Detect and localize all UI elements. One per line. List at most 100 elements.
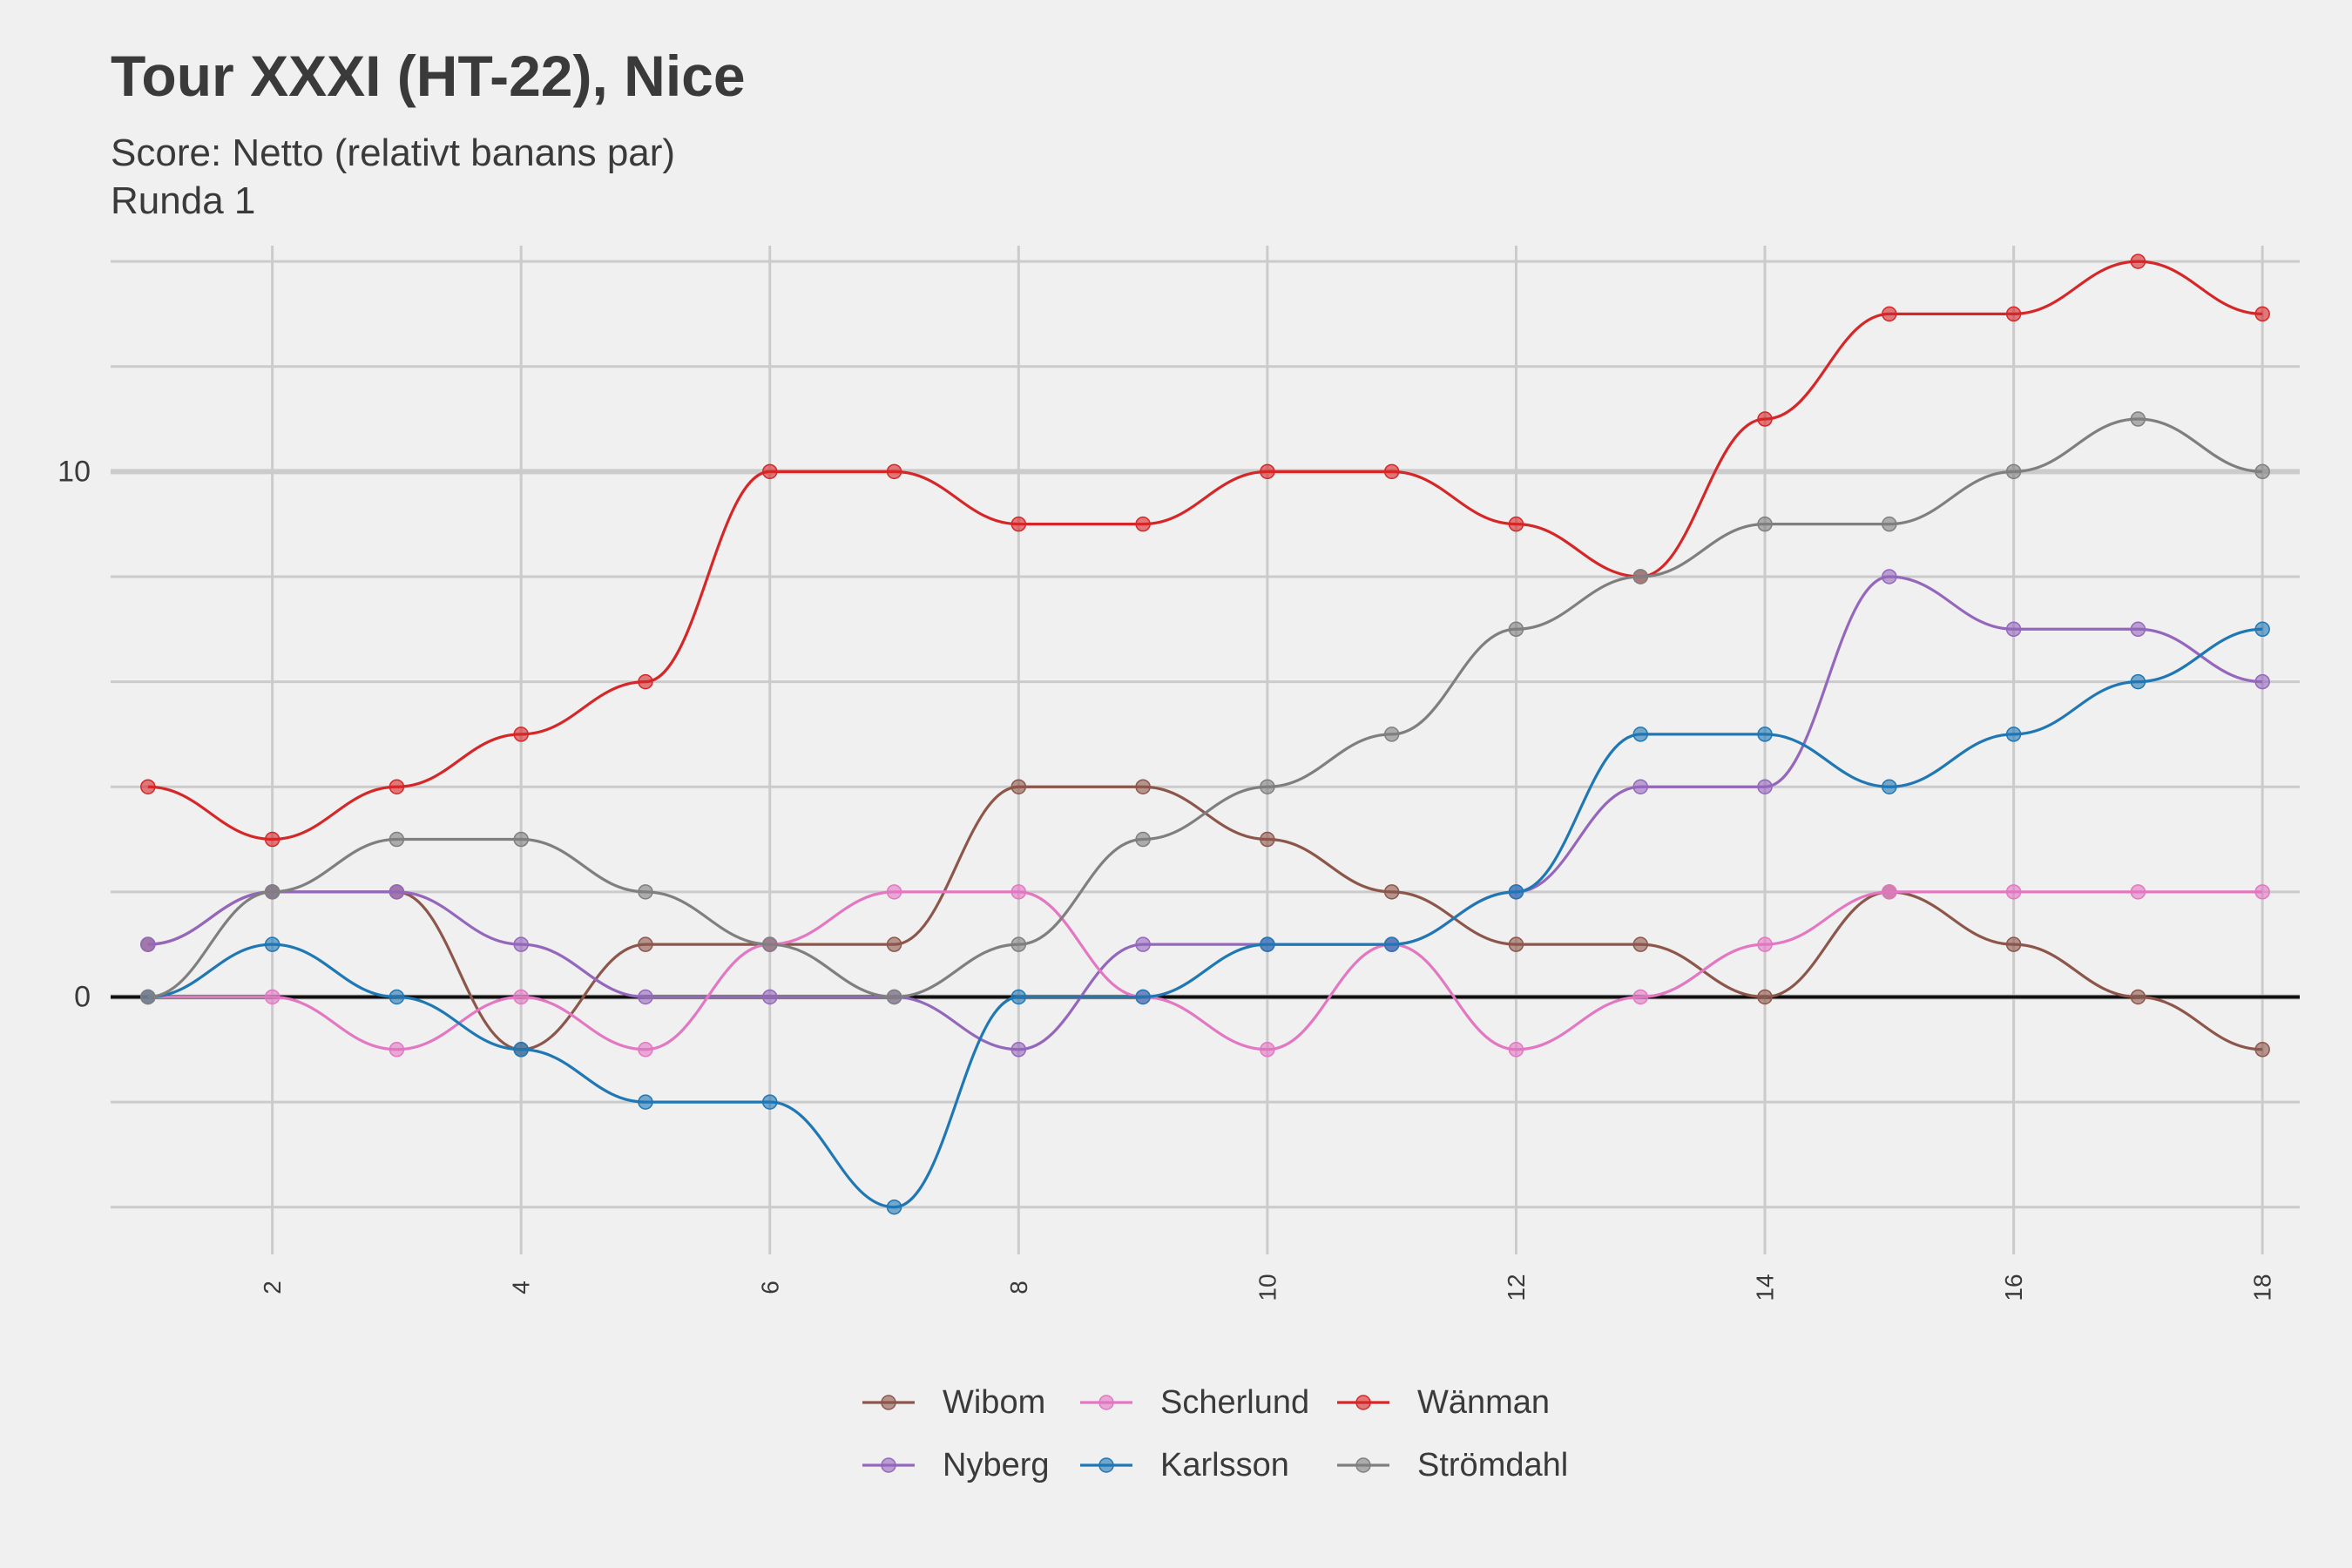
legend-item-wänman: Wänman (1337, 1384, 1550, 1421)
legend-key-point (881, 1395, 896, 1410)
data-point-nyberg (389, 884, 405, 900)
legend-key-point (1355, 1457, 1371, 1473)
data-point-strömdahl (2254, 463, 2270, 480)
grid (111, 246, 2300, 1254)
data-point-strömdahl (1757, 516, 1773, 532)
data-point-scherlund (638, 1042, 653, 1058)
data-point-wänman (140, 779, 156, 794)
x-axis: 2 4 6 8 10 12 14 16 18 (259, 1274, 2276, 1301)
data-point-strömdahl (1508, 621, 1524, 638)
data-point-wänman (1135, 516, 1151, 532)
x-tick-label: 10 (1254, 1274, 1281, 1301)
data-point-scherlund (1757, 936, 1773, 952)
data-point-wibom (886, 936, 902, 952)
chart-title: Tour XXXI (HT-22), Nice (111, 44, 746, 108)
x-tick-label: 16 (2000, 1274, 2027, 1301)
data-point-wibom (1632, 936, 1648, 952)
data-point-wibom (2254, 1042, 2270, 1058)
data-point-scherlund (886, 884, 902, 900)
data-point-nyberg (2254, 673, 2270, 690)
data-point-nyberg (1882, 569, 1897, 585)
data-point-strömdahl (513, 831, 529, 848)
data-point-scherlund (264, 989, 280, 1005)
data-point-karlsson (1632, 727, 1648, 742)
legend-item-strömdahl: Strömdahl (1337, 1447, 1568, 1484)
legend-label: Karlsson (1160, 1447, 1289, 1484)
data-point-wänman (886, 463, 902, 480)
data-point-wänman (1010, 516, 1027, 532)
data-point-karlsson (638, 1094, 653, 1110)
data-point-strömdahl (1383, 727, 1400, 742)
data-point-strömdahl (1135, 831, 1151, 848)
x-tick-label: 4 (508, 1281, 535, 1294)
data-point-strömdahl (762, 936, 778, 952)
data-point-karlsson (1508, 884, 1524, 900)
legend-item-karlsson: Karlsson (1080, 1447, 1289, 1484)
data-point-nyberg (2130, 621, 2146, 638)
chart-subtitle: Score: Netto (relativt banans par) (111, 132, 675, 174)
data-point-scherlund (2005, 884, 2022, 900)
data-point-scherlund (1882, 884, 1897, 900)
legend-label: Wänman (1417, 1384, 1550, 1421)
data-point-strömdahl (1260, 779, 1275, 794)
x-tick-label: 18 (2249, 1274, 2276, 1301)
data-point-nyberg (762, 989, 778, 1005)
legend-item-wibom: Wibom (862, 1384, 1045, 1421)
series-line-strömdahl (147, 417, 2263, 999)
legend-key-point (881, 1457, 896, 1473)
data-point-nyberg (2005, 621, 2022, 638)
data-point-strömdahl (638, 884, 653, 900)
data-point-scherlund (389, 1042, 405, 1058)
data-point-wänman (762, 463, 778, 480)
x-tick-label: 8 (1005, 1281, 1032, 1294)
data-point-wibom (1260, 831, 1275, 848)
data-point-karlsson (1135, 989, 1151, 1005)
data-point-scherlund (513, 989, 529, 1005)
data-point-wibom (638, 936, 653, 952)
data-point-strömdahl (140, 989, 156, 1005)
data-point-nyberg (638, 989, 653, 1005)
data-point-wänman (1757, 411, 1773, 427)
data-point-strömdahl (1632, 569, 1648, 585)
data-point-karlsson (2254, 621, 2270, 638)
data-point-wänman (2254, 306, 2270, 322)
x-tick-label: 14 (1752, 1274, 1779, 1301)
data-point-wibom (2005, 936, 2022, 952)
data-point-karlsson (1882, 779, 1897, 794)
data-point-nyberg (1632, 779, 1648, 794)
data-point-wibom (1757, 989, 1773, 1005)
data-point-scherlund (1260, 1042, 1275, 1058)
data-point-wänman (1383, 463, 1400, 480)
data-point-wibom (1383, 884, 1400, 900)
legend-key-point (1355, 1395, 1371, 1410)
data-point-karlsson (1757, 727, 1773, 742)
data-point-nyberg (140, 936, 156, 952)
data-point-wänman (2130, 253, 2146, 269)
data-point-wibom (1010, 779, 1027, 794)
x-tick-label: 6 (756, 1281, 783, 1294)
data-point-strömdahl (1010, 936, 1027, 952)
chart-subtitle-round: Runda 1 (111, 179, 255, 222)
legend: Wibom Nyberg Scherlund Karlsson Wänman Strömd… (862, 1384, 1568, 1484)
data-point-wibom (1508, 936, 1524, 952)
legend-item-scherlund: Scherlund (1080, 1384, 1309, 1421)
data-point-strömdahl (1882, 516, 1897, 532)
data-point-wänman (389, 779, 405, 794)
data-point-strömdahl (886, 989, 902, 1005)
data-point-scherlund (1010, 884, 1027, 900)
data-point-karlsson (1010, 989, 1027, 1005)
data-point-wänman (638, 673, 653, 690)
series-line-wänman (147, 260, 2263, 841)
legend-label: Nyberg (943, 1447, 1050, 1484)
data-point-karlsson (1383, 936, 1400, 952)
data-point-strömdahl (2005, 463, 2022, 480)
data-point-karlsson (2005, 727, 2022, 742)
data-point-wänman (2005, 306, 2022, 322)
data-point-karlsson (762, 1094, 778, 1110)
data-point-karlsson (264, 936, 280, 952)
data-point-nyberg (1010, 1042, 1027, 1058)
data-point-strömdahl (264, 884, 280, 900)
data-point-scherlund (1632, 989, 1648, 1005)
data-point-karlsson (886, 1199, 902, 1215)
